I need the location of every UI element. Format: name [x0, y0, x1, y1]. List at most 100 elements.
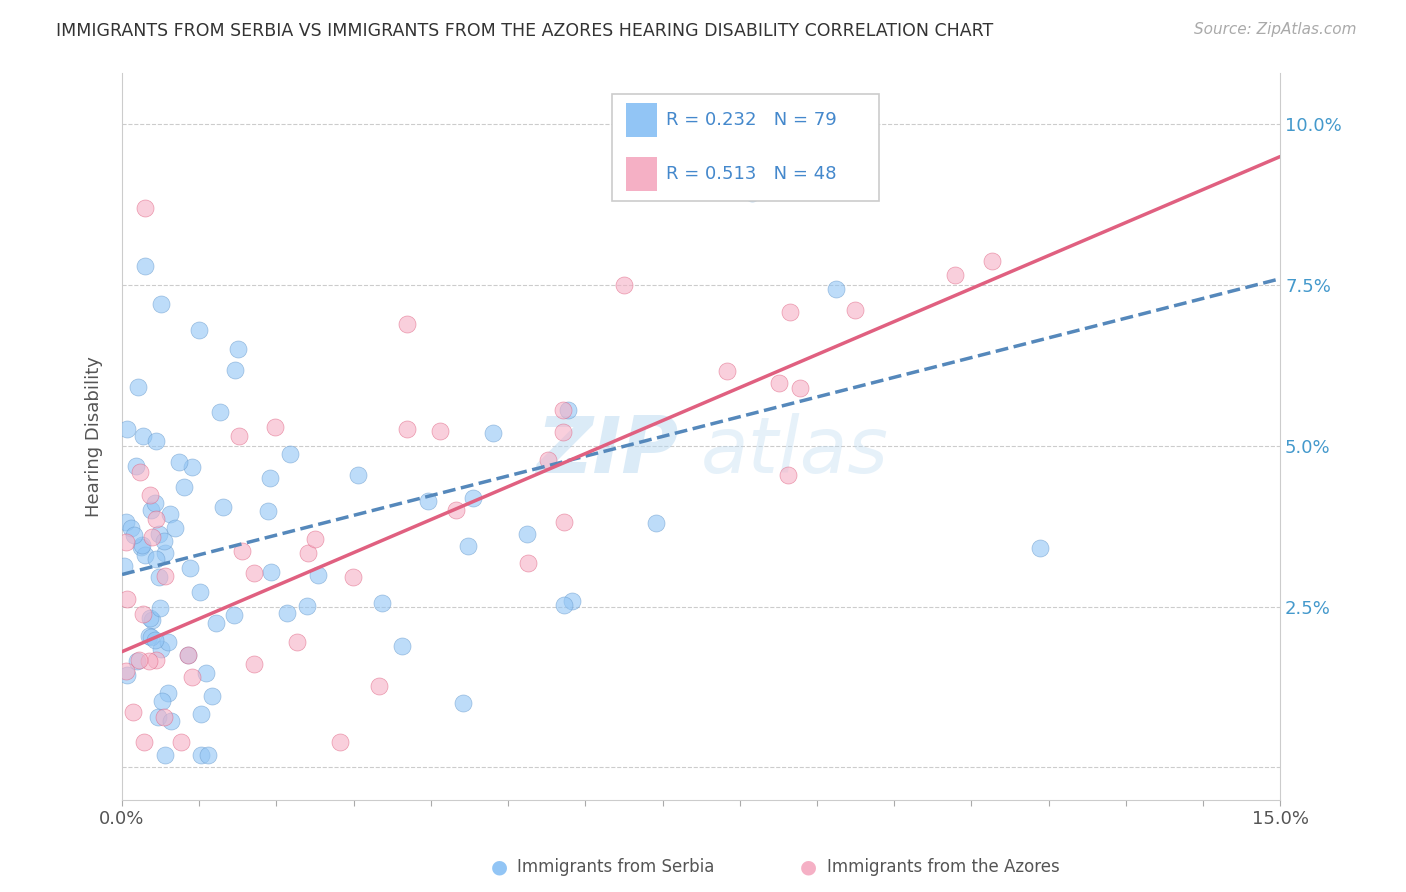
- Point: [561, 594, 583, 608]
- Text: Immigrants from the Azores: Immigrants from the Azores: [827, 858, 1060, 876]
- Text: ●: ●: [491, 857, 508, 877]
- Point: [613, 278, 636, 293]
- Point: [231, 544, 253, 558]
- Point: [120, 520, 142, 534]
- Point: [177, 648, 200, 663]
- Point: [115, 422, 138, 436]
- Point: [188, 323, 211, 337]
- Point: [779, 305, 801, 319]
- Point: [553, 425, 575, 439]
- Point: [153, 546, 176, 560]
- Point: [138, 629, 160, 643]
- Point: [115, 515, 138, 529]
- Point: [1029, 541, 1052, 555]
- Point: [297, 546, 319, 560]
- Point: [346, 467, 368, 482]
- Point: [128, 653, 150, 667]
- Point: [517, 556, 540, 570]
- Point: [112, 559, 135, 574]
- Text: ●: ●: [800, 857, 817, 877]
- Point: [134, 259, 156, 273]
- Point: [170, 734, 193, 748]
- Text: atlas: atlas: [702, 413, 889, 489]
- Point: [778, 468, 800, 483]
- Point: [208, 405, 231, 419]
- Point: [167, 455, 190, 469]
- Point: [152, 533, 174, 548]
- Point: [115, 535, 138, 549]
- Point: [211, 500, 233, 514]
- Point: [844, 303, 866, 318]
- Y-axis label: Hearing Disability: Hearing Disability: [86, 356, 103, 516]
- Point: [190, 706, 212, 721]
- Point: [143, 632, 166, 647]
- Point: [481, 425, 503, 440]
- Point: [980, 254, 1002, 268]
- Point: [122, 706, 145, 720]
- Point: [416, 493, 439, 508]
- Point: [163, 521, 186, 535]
- Point: [129, 466, 152, 480]
- Point: [276, 607, 298, 621]
- Text: Source: ZipAtlas.com: Source: ZipAtlas.com: [1194, 22, 1357, 37]
- Text: R = 0.232   N = 79: R = 0.232 N = 79: [666, 112, 837, 129]
- Point: [141, 614, 163, 628]
- Point: [741, 186, 763, 200]
- Point: [149, 297, 172, 311]
- Point: [177, 648, 200, 663]
- Point: [342, 570, 364, 584]
- Point: [308, 568, 330, 582]
- Point: [370, 596, 392, 610]
- Point: [190, 747, 212, 762]
- Point: [789, 381, 811, 395]
- Point: [197, 747, 219, 762]
- Point: [173, 480, 195, 494]
- Point: [146, 710, 169, 724]
- Point: [156, 686, 179, 700]
- Point: [131, 541, 153, 555]
- Point: [329, 734, 352, 748]
- Point: [139, 503, 162, 517]
- Point: [153, 747, 176, 762]
- Point: [451, 696, 474, 710]
- Point: [145, 653, 167, 667]
- Point: [138, 654, 160, 668]
- Point: [536, 453, 558, 467]
- Text: IMMIGRANTS FROM SERBIA VS IMMIGRANTS FROM THE AZORES HEARING DISABILITY CORRELAT: IMMIGRANTS FROM SERBIA VS IMMIGRANTS FRO…: [56, 22, 994, 40]
- Text: Immigrants from Serbia: Immigrants from Serbia: [517, 858, 714, 876]
- Point: [429, 424, 451, 438]
- Point: [148, 570, 170, 584]
- Point: [132, 429, 155, 443]
- Point: [285, 635, 308, 649]
- Point: [553, 515, 575, 529]
- Point: [557, 403, 579, 417]
- Point: [155, 569, 177, 583]
- Point: [149, 600, 172, 615]
- Point: [145, 434, 167, 449]
- Point: [395, 317, 418, 331]
- Point: [150, 694, 173, 708]
- Point: [181, 460, 204, 475]
- Point: [824, 282, 846, 296]
- Point: [115, 592, 138, 607]
- Point: [201, 689, 224, 703]
- Point: [125, 654, 148, 668]
- Point: [132, 607, 155, 621]
- Point: [243, 566, 266, 581]
- Point: [156, 635, 179, 649]
- Point: [457, 539, 479, 553]
- Point: [159, 507, 181, 521]
- Point: [551, 403, 574, 417]
- Point: [148, 526, 170, 541]
- Point: [204, 615, 226, 630]
- Point: [134, 548, 156, 562]
- Point: [259, 471, 281, 485]
- Point: [257, 504, 280, 518]
- Point: [115, 667, 138, 681]
- Point: [160, 714, 183, 728]
- Point: [132, 734, 155, 748]
- Point: [516, 526, 538, 541]
- Point: [141, 530, 163, 544]
- Point: [139, 488, 162, 502]
- Point: [263, 420, 285, 434]
